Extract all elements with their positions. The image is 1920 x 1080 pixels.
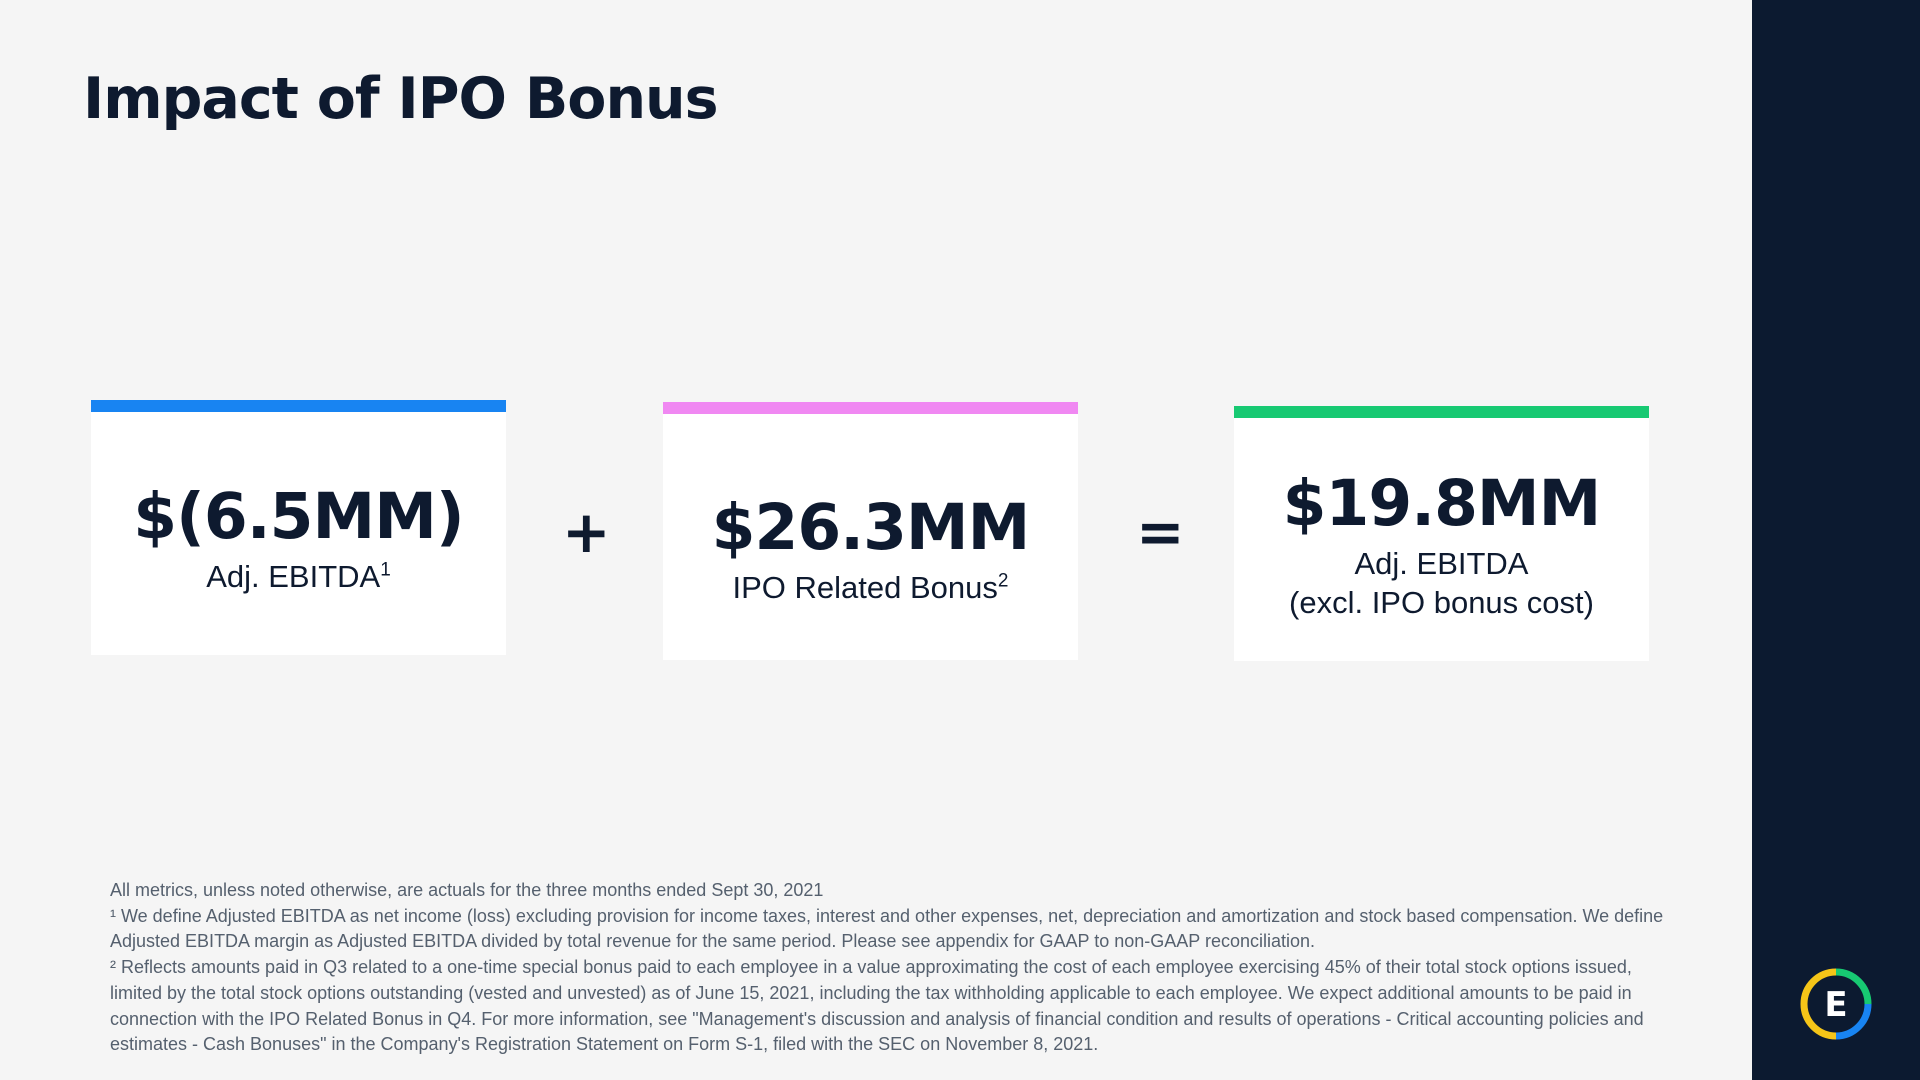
accent-bar	[1234, 406, 1649, 418]
metric-label: Adj. EBITDA (excl. IPO bonus cost)	[1289, 546, 1594, 620]
footnote-intro: All metrics, unless noted otherwise, are…	[110, 880, 824, 900]
footnote-marker: 2	[997, 570, 1009, 592]
logo-letter: E	[1824, 985, 1847, 1025]
metric-value: $(6.5MM)	[133, 480, 464, 553]
accent-bar	[91, 400, 506, 412]
company-logo-icon: E	[1800, 968, 1872, 1040]
footnote-1: ¹ We define Adjusted EBITDA as net incom…	[110, 905, 1664, 952]
footnotes: All metrics, unless noted otherwise, are…	[110, 878, 1680, 1058]
metric-label: IPO Related Bonus2	[732, 570, 1009, 605]
metric-card-ipo-bonus: $26.3MM IPO Related Bonus2	[663, 402, 1078, 660]
page-title: Impact of IPO Bonus	[83, 66, 719, 132]
metric-card-adj-ebitda-excl: $19.8MM Adj. EBITDA (excl. IPO bonus cos…	[1234, 406, 1649, 661]
equals-operator: =	[1136, 498, 1185, 566]
footnote-marker: 1	[380, 559, 391, 581]
metric-label: Adj. EBITDA1	[206, 559, 391, 594]
accent-bar	[663, 402, 1078, 414]
footnote-2: ² Reflects amounts paid in Q3 related to…	[110, 957, 1644, 1055]
slide: Impact of IPO Bonus $(6.5MM) Adj. EBITDA…	[83, 66, 1680, 1058]
sidebar-panel	[1752, 0, 1920, 1080]
metric-card-adj-ebitda: $(6.5MM) Adj. EBITDA1	[91, 400, 506, 655]
plus-operator: +	[562, 498, 611, 566]
metric-value: $19.8MM	[1282, 467, 1602, 540]
metric-value: $26.3MM	[711, 491, 1031, 564]
